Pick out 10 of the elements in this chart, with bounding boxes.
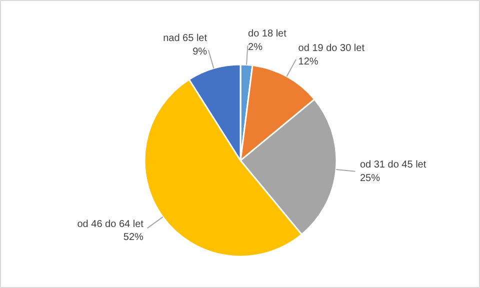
slice-label: do 18 let — [248, 28, 287, 40]
data-label: 25% — [360, 172, 380, 184]
slice-label: od 31 do 45 let — [360, 160, 426, 171]
data-label: 2% — [248, 42, 263, 53]
data-label: 52% — [123, 232, 144, 244]
data-label: 9% — [192, 46, 208, 58]
slice-label: od 19 do 30 let — [298, 43, 365, 54]
slice-label: nad 65 let — [163, 33, 208, 44]
slice-label: od 46 do 64 let — [77, 218, 144, 230]
data-label: 12% — [298, 56, 318, 68]
